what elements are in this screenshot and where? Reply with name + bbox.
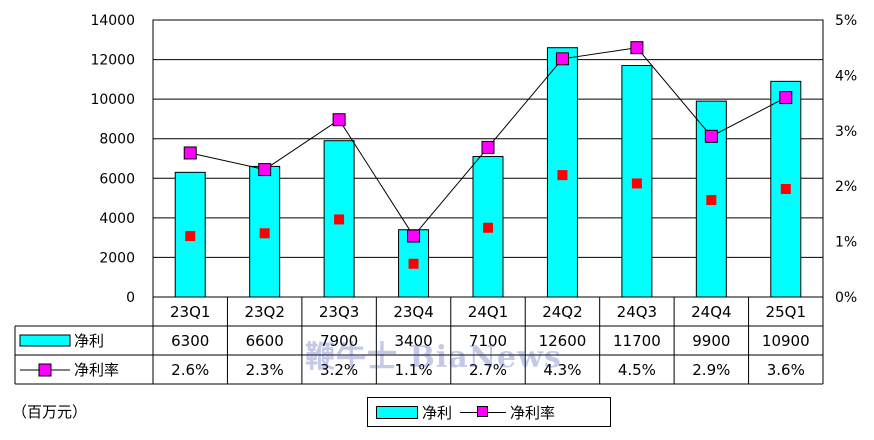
profit-data-label: 12600 (539, 332, 587, 350)
data-table: 23Q1 6300 2.6% 23Q2 6600 2.3% 23Q3 7900 3.2% 23Q4… (14, 297, 824, 385)
margin-data-label: 3.6% (767, 361, 805, 379)
profit-data-label: 6600 (246, 332, 284, 350)
category-label: 24Q4 (691, 303, 731, 321)
margin-point-23Q4 (407, 229, 421, 243)
margin-data-label: 2.6% (171, 361, 209, 379)
red-marker (259, 228, 270, 239)
red-marker (408, 258, 419, 269)
profit-data-label: 10900 (762, 332, 810, 350)
y2-tick-label: 5% (835, 13, 857, 29)
y2-tick-label: 0% (835, 290, 857, 306)
plot-border (152, 19, 824, 298)
axes: 0 2000 4000 6000 8000 10000 12000 14000 0% 1% 2% 3%… (90, 13, 857, 306)
red-marker (780, 183, 791, 194)
row-key-bar (19, 334, 71, 347)
row-label-profit: 净利 (74, 332, 104, 350)
margin-data-label: 3.2% (320, 361, 358, 379)
y-tick-label: 2000 (99, 250, 135, 266)
profit-data-label: 6300 (171, 332, 209, 350)
category-label: 23Q3 (319, 303, 359, 321)
red-marker (631, 178, 642, 189)
margin-data-label: 2.9% (692, 361, 730, 379)
profit-data-label: 3400 (394, 332, 432, 350)
margin-point-25Q1 (779, 91, 793, 105)
y2-tick-label: 1% (835, 235, 857, 251)
margin-point-24Q3 (630, 41, 644, 55)
category-label: 23Q2 (244, 303, 284, 321)
red-marker (483, 222, 493, 233)
category-label: 25Q1 (766, 303, 806, 321)
y-tick-label: 12000 (90, 53, 135, 69)
margin-point-23Q2 (258, 163, 272, 177)
category-label: 23Q4 (393, 303, 433, 321)
y-tick-label: 14000 (90, 13, 135, 29)
y-tick-label: 8000 (99, 132, 135, 148)
category-label: 24Q3 (617, 303, 657, 321)
row-key-marker (38, 363, 52, 377)
legend-line-swatch (460, 405, 507, 419)
margin-data-label: 2.3% (246, 361, 284, 379)
category-label: 24Q2 (542, 303, 582, 321)
profit-data-label: 9900 (692, 332, 730, 350)
red-marker (706, 195, 717, 206)
category-label: 24Q1 (468, 303, 508, 321)
margin-data-label: 4.5% (618, 361, 656, 379)
profit-data-label: 11700 (613, 332, 661, 350)
y-tick-label: 0 (126, 290, 135, 306)
y2-tick-label: 3% (835, 124, 857, 140)
y-tick-label: 6000 (99, 171, 135, 187)
profit-data-label: 7100 (469, 332, 507, 350)
legend-label-margin: 净利率 (510, 403, 556, 422)
line-series (183, 41, 793, 269)
red-marker (334, 214, 345, 225)
red-marker (557, 170, 568, 181)
y-tick-label: 10000 (90, 92, 135, 108)
unit-note: （百万元） (12, 403, 88, 421)
margin-point-23Q1 (183, 146, 197, 160)
y2-tick-label: 2% (835, 179, 857, 195)
legend: 净利 净利率 (367, 397, 611, 427)
margin-point-23Q3 (332, 113, 346, 127)
legend-bar-swatch (376, 405, 418, 419)
profit-data-label: 7900 (320, 332, 358, 350)
category-label: 23Q1 (170, 303, 210, 321)
margin-data-label: 2.7% (469, 361, 507, 379)
margin-point-24Q4 (704, 129, 718, 143)
y2-tick-label: 4% (835, 68, 857, 84)
red-marker (185, 231, 196, 242)
margin-point-24Q2 (555, 52, 569, 66)
row-label-margin: 净利率 (74, 361, 119, 379)
margin-data-label: 4.3% (543, 361, 581, 379)
legend-label-profit: 净利 (422, 403, 453, 422)
margin-data-label: 1.1% (395, 361, 433, 379)
margin-point-24Q1 (481, 140, 495, 154)
y-tick-label: 4000 (99, 211, 135, 227)
